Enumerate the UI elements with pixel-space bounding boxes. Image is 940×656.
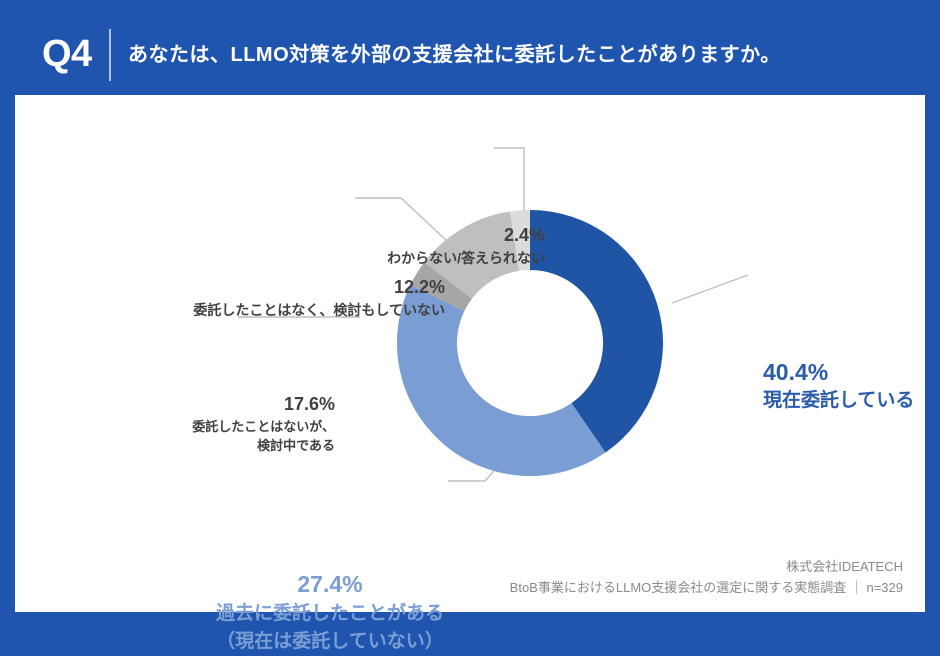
label-considering-name-line1: 委託したことはないが、 — [192, 419, 335, 434]
label-considering-name-line2: 検討中である — [257, 438, 335, 453]
question-text: あなたは、LLMO対策を外部の支援会社に委託したことがありますか。 — [128, 44, 781, 66]
label-none: 12.2% 委託したことはなく、検討もしていない — [115, 275, 445, 321]
label-current-name: 現在委託している — [763, 390, 915, 411]
leader-line-current — [671, 274, 749, 304]
label-none-pct: 12.2% — [393, 277, 445, 297]
label-unknown-name: わからない/答えられない — [387, 250, 545, 266]
label-considering: 17.6% 委託したことはないが、 検討中である — [125, 391, 335, 455]
footer: 株式会社IDEATECH BtoB事業におけるLLMO支援会社の選定に関する実態… — [510, 556, 903, 598]
label-considering-pct: 17.6% — [283, 394, 335, 414]
donut-chart — [385, 198, 675, 488]
donut-slice-none[interactable] — [424, 211, 520, 299]
slide-header: Q4 あなたは、LLMO対策を外部の支援会社に委託したことがありますか。 — [0, 0, 940, 95]
label-unknown-pct: 2.4% — [503, 225, 545, 245]
chart-card: 2.4% わからない/答えられない 12.2% 委託したことはなく、検討もしてい… — [15, 95, 925, 652]
label-past-pct: 27.4% — [297, 571, 363, 597]
label-past: 27.4% 過去に委託したことがある （現在は委託していない） — [165, 569, 495, 656]
donut-slice-past[interactable] — [397, 284, 606, 477]
label-past-name-line1: 過去に委託したことがある — [215, 603, 444, 624]
label-past-name-line2: （現在は委託していない） — [216, 631, 444, 652]
label-none-name: 委託したことはなく、検討もしていない — [193, 302, 445, 318]
donut-slice-current[interactable] — [530, 210, 664, 453]
label-current: 40.4% 現在委託している — [763, 357, 940, 415]
footer-company: 株式会社IDEATECH — [786, 559, 903, 574]
label-unknown: 2.4% わからない/答えられない — [155, 223, 545, 269]
footer-survey: BtoB事業におけるLLMO支援会社の選定に関する実態調査 ｜ n=329 — [509, 580, 903, 595]
header-divider — [109, 29, 111, 81]
question-number: Q4 — [42, 33, 92, 75]
label-current-pct: 40.4% — [763, 359, 829, 385]
donut-slice-considering[interactable] — [410, 262, 473, 312]
donut-slice-unknown[interactable] — [510, 210, 530, 271]
